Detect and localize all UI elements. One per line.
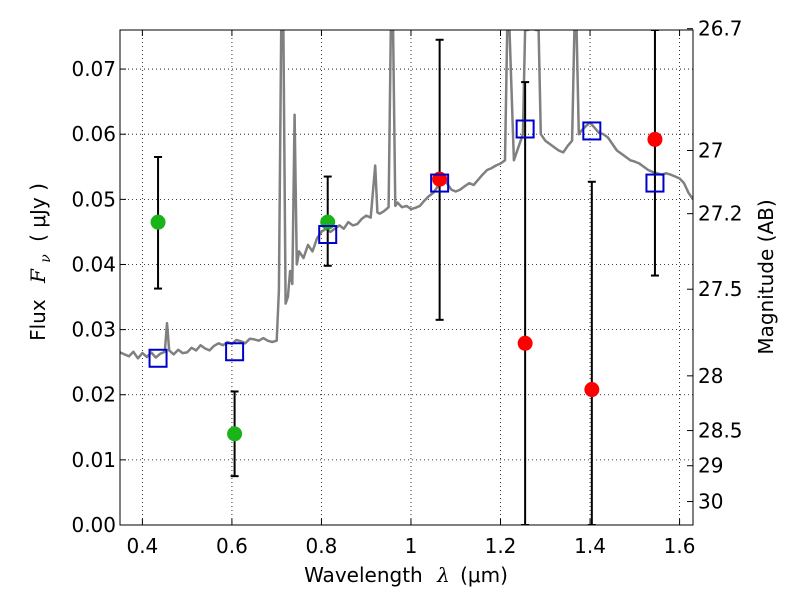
y-tick-label: 0.00 <box>71 513 116 537</box>
y-axis-label-text: Flux <box>26 299 50 341</box>
model-spectrum-line <box>120 30 693 360</box>
model-photometry-square <box>645 173 665 193</box>
model-photometry-square <box>515 119 535 139</box>
y2-tick-label: 27.2 <box>698 202 743 226</box>
x-axis-label-text: Wavelength <box>304 563 423 587</box>
y-tick-label: 0.07 <box>71 57 116 81</box>
model-photometry-square <box>582 121 602 141</box>
x-tick-label: 1 <box>405 534 418 558</box>
y2-tick-label: 28.5 <box>698 419 743 443</box>
plot-area <box>120 30 693 525</box>
x-axis-label-unit: (μm) <box>460 563 508 587</box>
y2-tick-label: 27.5 <box>698 277 743 301</box>
y-tick-label: 0.02 <box>71 383 116 407</box>
model-photometry-square <box>318 225 338 245</box>
y2-tick-label: 27 <box>698 138 723 162</box>
y-axis-label: Flux F ν ( μJy ) <box>26 183 55 341</box>
axis-ticks: 0.4 0.6 0.8 1 1.2 1.4 1.6 0.00 0.01 0.02 0.03 0.04 0… <box>71 17 742 558</box>
grid <box>120 30 693 525</box>
plot-frame <box>119 29 694 526</box>
x-tick-label: 1.6 <box>664 534 696 558</box>
y-tick-label: 0.06 <box>71 122 116 146</box>
x-axis-label: Wavelength λ (μm) <box>304 563 508 587</box>
x-tick-label: 0.6 <box>216 534 248 558</box>
y-tick-label: 0.04 <box>71 252 116 276</box>
detection-point-red <box>647 131 663 147</box>
y-tick-label: 0.03 <box>71 318 116 342</box>
x-tick-label: 0.4 <box>126 534 158 558</box>
detection-point-red <box>584 382 600 398</box>
x-axis-label-symbol: λ <box>436 563 450 587</box>
x-tick-label: 1.4 <box>574 534 606 558</box>
detection-point-red <box>517 335 533 351</box>
model-photometry-square <box>225 342 245 362</box>
y-tick-label: 0.01 <box>71 448 116 472</box>
y-axis-label-symbol: F <box>26 268 50 284</box>
detection-point-green <box>227 426 243 442</box>
x-tick-label: 0.8 <box>306 534 338 558</box>
model-photometry-square <box>148 348 168 368</box>
y-axis-label-unit: ( μJy ) <box>26 183 50 242</box>
x-tick-label: 1.2 <box>485 534 517 558</box>
y2-tick-label: 29 <box>698 454 723 478</box>
detection-point-green <box>320 214 336 230</box>
y-tick-label: 0.05 <box>71 187 116 211</box>
model-photometry-square <box>430 173 450 193</box>
y2-tick-label: 28 <box>698 364 723 388</box>
y2-axis-label: Magnitude (AB) <box>754 199 778 354</box>
y2-tick-label: 26.7 <box>698 17 743 41</box>
y2-tick-label: 30 <box>698 490 723 514</box>
detection-point-green <box>150 214 166 230</box>
y-axis-label-sub: ν <box>38 254 54 263</box>
